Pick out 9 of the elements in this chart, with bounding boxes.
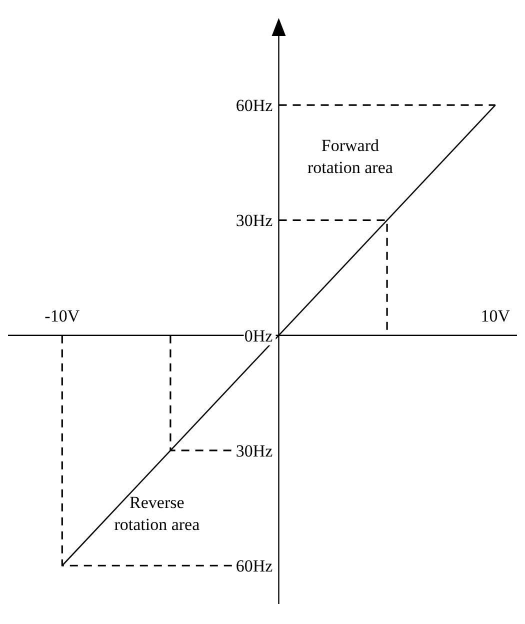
y-tick-label: 30Hz	[236, 441, 274, 460]
y-tick-label: 60Hz	[236, 556, 274, 576]
annotation: Forward rotation area	[308, 136, 394, 178]
x-tick-label: -10V	[44, 306, 80, 326]
x-tick-label: 10V	[480, 306, 511, 326]
annotation: Reverse rotation area	[114, 493, 200, 534]
y-tick-label: 30Hz	[236, 211, 274, 230]
y-tick-label: 60Hz	[236, 96, 274, 116]
y-tick-label: 0Hz	[244, 326, 274, 346]
